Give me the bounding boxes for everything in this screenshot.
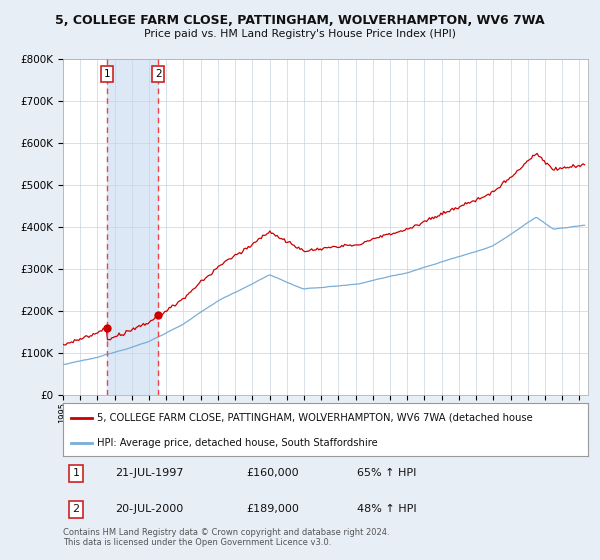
Text: 1: 1 bbox=[103, 69, 110, 79]
Text: 20-JUL-2000: 20-JUL-2000 bbox=[115, 505, 184, 515]
Text: 5, COLLEGE FARM CLOSE, PATTINGHAM, WOLVERHAMPTON, WV6 7WA: 5, COLLEGE FARM CLOSE, PATTINGHAM, WOLVE… bbox=[55, 14, 545, 27]
Text: 5, COLLEGE FARM CLOSE, PATTINGHAM, WOLVERHAMPTON, WV6 7WA (detached house: 5, COLLEGE FARM CLOSE, PATTINGHAM, WOLVE… bbox=[97, 413, 533, 423]
Text: 2: 2 bbox=[155, 69, 161, 79]
Text: £160,000: £160,000 bbox=[247, 468, 299, 478]
Text: 2: 2 bbox=[73, 505, 80, 515]
Text: £189,000: £189,000 bbox=[247, 505, 299, 515]
Text: 21-JUL-1997: 21-JUL-1997 bbox=[115, 468, 184, 478]
Bar bbox=[107, 59, 158, 395]
Text: 65% ↑ HPI: 65% ↑ HPI bbox=[357, 468, 416, 478]
Text: 48% ↑ HPI: 48% ↑ HPI bbox=[357, 505, 416, 515]
Text: 1: 1 bbox=[73, 468, 80, 478]
Text: Contains HM Land Registry data © Crown copyright and database right 2024.
This d: Contains HM Land Registry data © Crown c… bbox=[63, 528, 389, 547]
Text: HPI: Average price, detached house, South Staffordshire: HPI: Average price, detached house, Sout… bbox=[97, 438, 378, 448]
Text: Price paid vs. HM Land Registry's House Price Index (HPI): Price paid vs. HM Land Registry's House … bbox=[144, 29, 456, 39]
